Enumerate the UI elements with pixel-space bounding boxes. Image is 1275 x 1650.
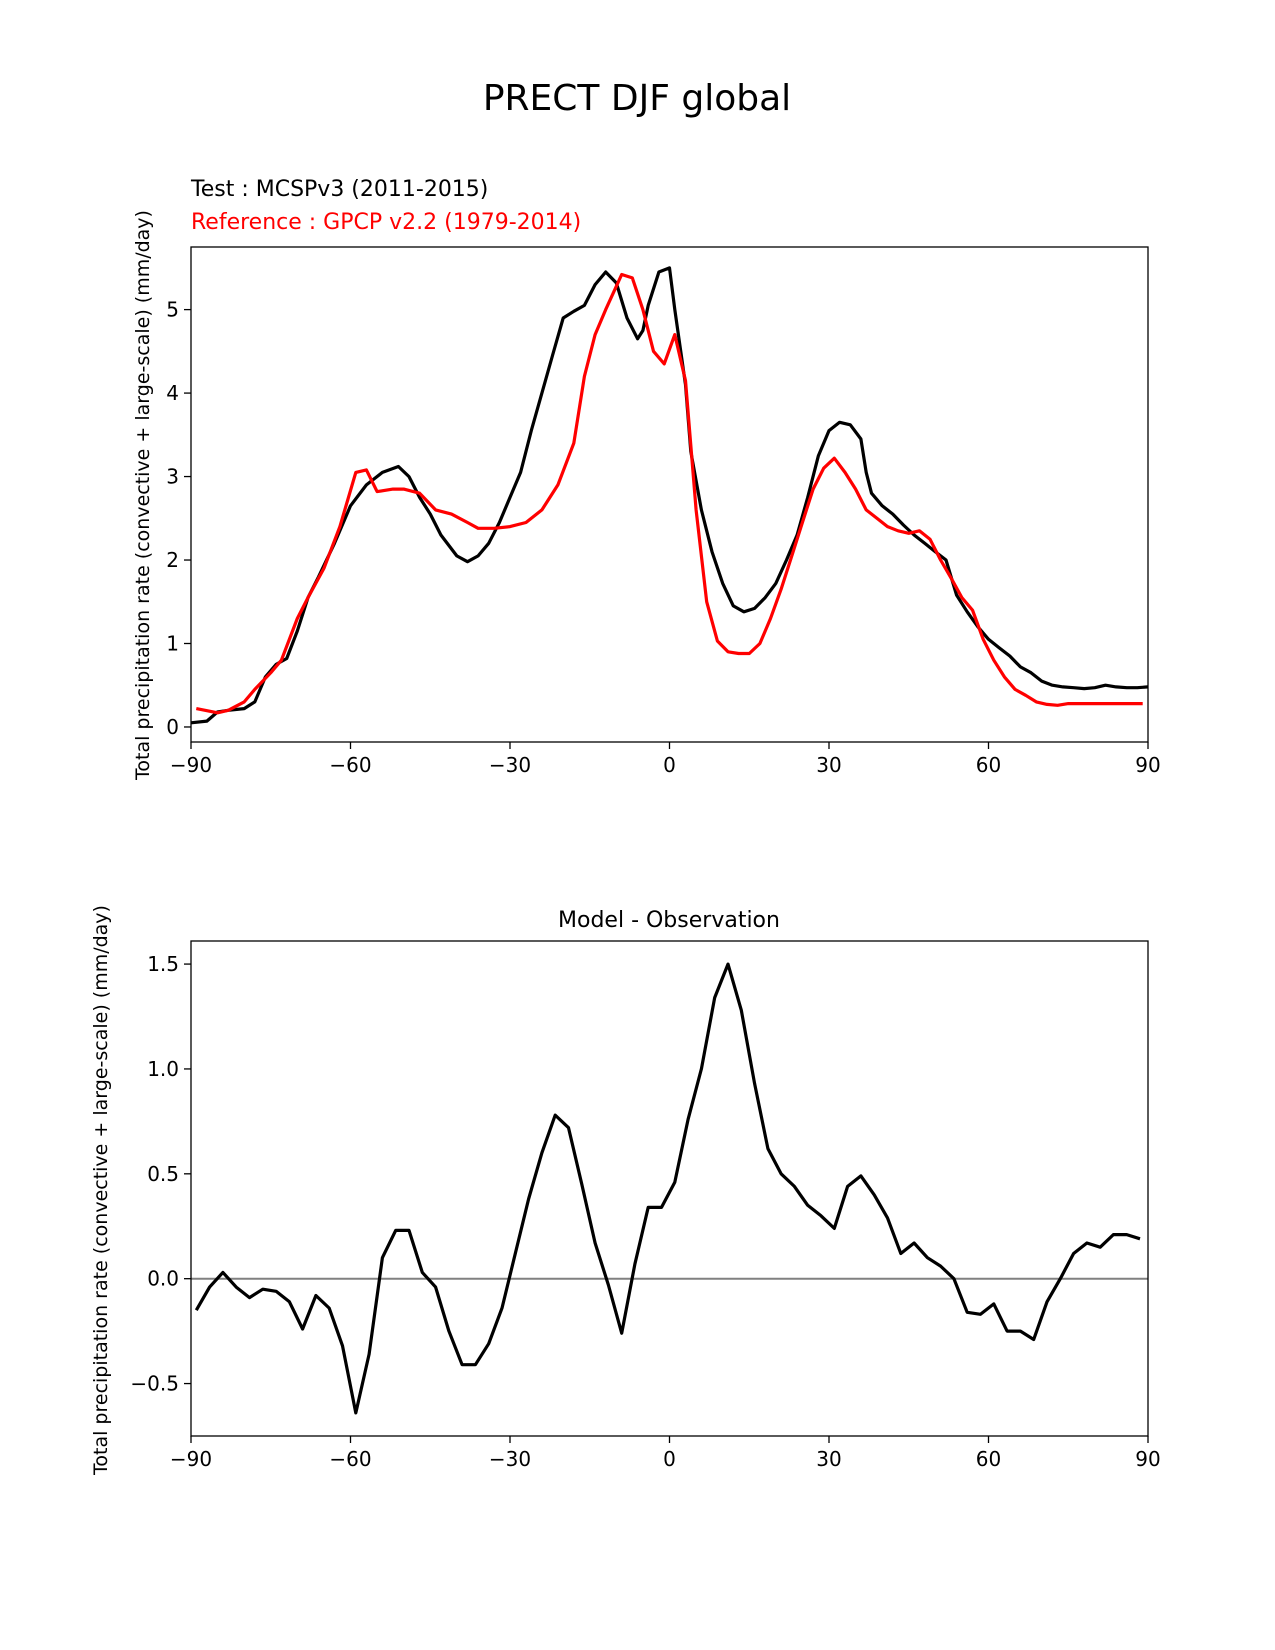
bottom-x-tick-label: 0 [663,1447,676,1471]
top-y-tick-label: 4 [166,381,179,405]
bottom-lines [191,962,1148,1415]
top-y-tick-label: 0 [166,715,179,739]
bottom-series-line-difference [194,962,1141,1415]
test-label: Test : MCSPv3 (2011-2015) [190,177,488,202]
top-lines [190,266,1149,725]
bottom-panel-title: Model - Observation [558,908,780,933]
bottom-panel: Model - Observation Total precipitation … [90,905,1161,1476]
top-y-tick-label: 3 [166,465,179,489]
reference-label: Reference : GPCP v2.2 (1979-2014) [191,210,581,235]
bottom-y-tick-label: 1.0 [147,1057,179,1081]
bottom-y-tick-label: 0.0 [147,1267,179,1291]
top-y-axis-label: Total precipitation rate (convective + l… [132,210,154,781]
bottom-y-tick-label: 0.5 [147,1162,179,1186]
top-x-tick-label: 60 [976,753,1001,777]
top-y-tick-label: 5 [166,298,179,322]
bottom-ticks: −90 −60 −30 0 30 60 90 −0.5 0.0 0.5 1.0 1.5 [130,952,1160,1471]
bottom-x-tick-label: −30 [489,1447,531,1471]
bottom-x-tick-label: −60 [329,1447,371,1471]
bottom-x-tick-label: −90 [170,1447,212,1471]
top-x-tick-label: −60 [329,753,371,777]
figure-title: PRECT DJF global [483,78,791,119]
bottom-y-tick-label: 1.5 [147,952,179,976]
top-y-tick-label: 2 [166,548,179,572]
top-x-tick-label: 30 [816,753,841,777]
top-series-line-reference [195,272,1143,715]
top-y-tick-label: 1 [166,632,179,656]
top-ticks: −90 −60 −30 0 30 60 90 0 1 2 3 4 5 [166,298,1160,777]
bottom-x-tick-label: 30 [816,1447,841,1471]
top-x-tick-label: −30 [489,753,531,777]
top-x-tick-label: 90 [1135,753,1160,777]
top-plot-frame [190,246,1149,743]
bottom-y-axis-label: Total precipitation rate (convective + l… [90,905,112,1476]
bottom-x-tick-label: 90 [1135,1447,1160,1471]
bottom-x-tick-label: 60 [976,1447,1001,1471]
top-x-tick-label: −90 [170,753,212,777]
bottom-plot-frame [190,940,1149,1437]
top-x-tick-label: 0 [663,753,676,777]
bottom-y-tick-label: −0.5 [130,1372,179,1396]
top-panel: Test : MCSPv3 (2011-2015) Reference : GP… [132,177,1161,781]
